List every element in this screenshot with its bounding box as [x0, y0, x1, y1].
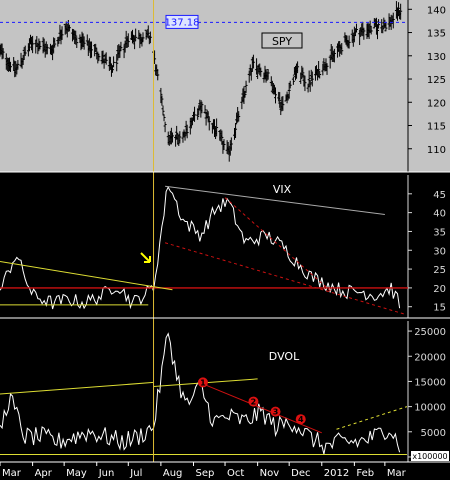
- marker-label: 1: [200, 378, 206, 387]
- y-tick-label: 120: [427, 98, 446, 109]
- chart-title-dvol: DVOL: [269, 350, 300, 363]
- x-tick-label: Jun: [98, 468, 115, 479]
- y-tick-label: 15000: [414, 377, 446, 388]
- y-tick-label: 20: [433, 284, 446, 295]
- y-tick-label: 25: [433, 265, 446, 276]
- panel-3-background: [0, 321, 450, 462]
- y-tick-label: 40: [433, 209, 446, 220]
- x-tick-label: Feb: [356, 468, 374, 479]
- series-line-vix: [0, 185, 401, 310]
- y-tick-label: 5000: [421, 428, 446, 439]
- y-tick-label: 25000: [414, 327, 446, 338]
- x-tick-label: 2012: [324, 468, 349, 479]
- x-tick-label: Sep: [195, 468, 214, 479]
- x-tick-label: Aug: [163, 468, 183, 479]
- x-tick-label: Dec: [291, 468, 310, 479]
- marker-label: 2: [251, 398, 257, 407]
- price-label-box: [165, 14, 199, 29]
- x-tick-label: May: [66, 468, 87, 479]
- y-tick-label: 10000: [414, 403, 446, 414]
- y-tick-label: 140: [427, 5, 446, 16]
- marker-label: 4: [298, 415, 304, 424]
- x-tick-label: Apr: [35, 468, 53, 479]
- title-box: [261, 32, 303, 49]
- y-tick-label: 35: [433, 227, 446, 238]
- multiplier-box: [411, 451, 449, 461]
- y-tick-label: 115: [427, 122, 446, 133]
- marker-circle: [197, 377, 208, 388]
- y-tick-label: 130: [427, 52, 446, 63]
- x-tick-label: Oct: [227, 468, 244, 479]
- trendline: [0, 381, 154, 395]
- panel-1-background: [0, 0, 450, 172]
- y-tick-label: 15: [433, 303, 446, 314]
- x-tick-label: Mar: [2, 468, 22, 479]
- chart-title-vix: VIX: [273, 183, 292, 196]
- x-tick-label: Mar: [387, 468, 407, 479]
- trendline: [0, 261, 173, 291]
- marker-circle: [270, 406, 281, 417]
- trendline: [165, 185, 385, 216]
- y-tick-label: 110: [427, 145, 446, 156]
- x-tick-label: Jul: [129, 468, 142, 479]
- chart-title-spy: SPY: [272, 35, 292, 48]
- y-tick-label: 125: [427, 75, 446, 86]
- price-label: 137.18: [165, 17, 200, 28]
- marker-label: 3: [273, 408, 279, 417]
- trendline: [336, 406, 408, 430]
- arrow-annotation: [140, 252, 151, 263]
- y-tick-label: 135: [427, 29, 446, 40]
- panel-2-background: [0, 175, 450, 318]
- x-axis-background: [0, 462, 450, 480]
- x-tick-label: Nov: [260, 468, 280, 479]
- marker-circle: [248, 396, 259, 407]
- y-tick-label: 30: [433, 246, 446, 257]
- trendline: [202, 383, 322, 434]
- marker-circle: [295, 414, 306, 425]
- multiplier-label: x100000: [412, 452, 447, 461]
- y-tick-label: 45: [433, 190, 446, 201]
- y-tick-label: 20000: [414, 352, 446, 363]
